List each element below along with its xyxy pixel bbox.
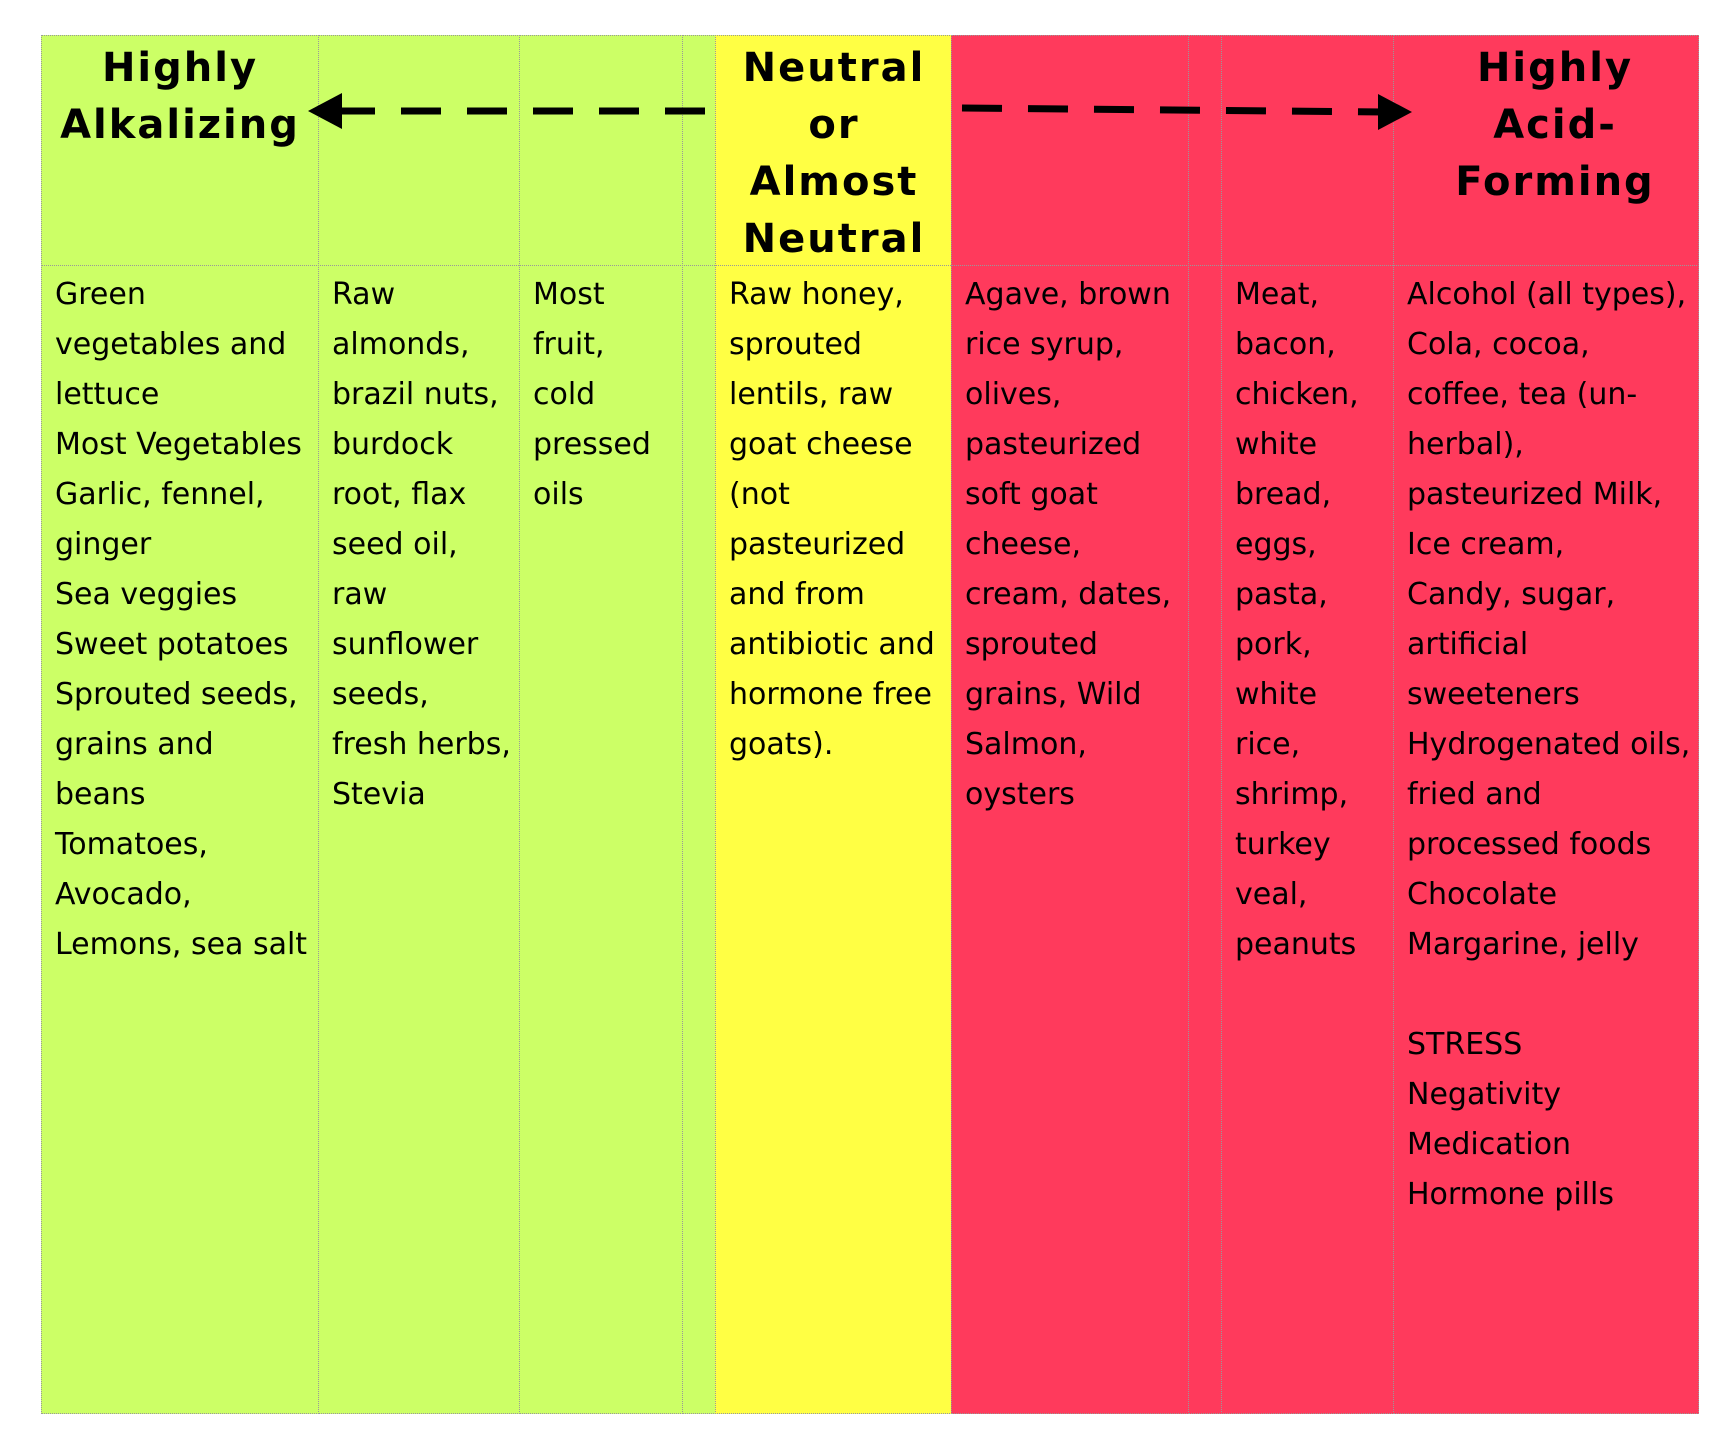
food-item: Negativity	[1407, 1077, 1562, 1112]
food-item: Medication	[1407, 1127, 1572, 1162]
column-cell: Green vegetables and lettuce Most Vegetab…	[41, 270, 318, 970]
column-cell: Meat, bacon, chicken, white bread, eggs,…	[1221, 270, 1393, 970]
food-item: Alcohol (all types), Cola, cocoa, coffee…	[1407, 277, 1687, 512]
food-item: Sweet potatoes	[55, 627, 289, 662]
column-cell: Most fruit, cold pressed oils	[519, 270, 682, 520]
food-item: Most Vegetables	[55, 427, 302, 462]
column-bg	[519, 35, 683, 1414]
header-left: Highly Alkalizing	[60, 45, 300, 148]
food-item: Margarine, jelly	[1407, 927, 1639, 962]
column-bg	[1393, 35, 1699, 1414]
food-item: Sea veggies	[55, 577, 238, 612]
food-item: Ice cream,	[1407, 527, 1565, 562]
column-bg	[1221, 35, 1394, 1414]
column-cell: Alcohol (all types), Cola, cocoa, coffee…	[1393, 270, 1699, 1220]
arrowhead-right	[1378, 94, 1412, 130]
header-divider	[41, 265, 1699, 266]
arrowhead-left	[308, 93, 342, 129]
header-center: Neutral or Almost Neutral	[742, 45, 926, 262]
food-item: Meat, bacon, chicken, white bread, eggs,…	[1235, 277, 1359, 962]
food-item: Chocolate	[1407, 877, 1558, 912]
food-item: Candy, sugar, artificial sweeteners	[1407, 577, 1616, 712]
food-item: Raw honey, sprouted lentils, raw goat ch…	[729, 277, 935, 762]
food-item: Most fruit, cold pressed oils	[533, 277, 651, 512]
column-bg	[41, 35, 319, 1414]
food-item: STRESS	[1407, 1027, 1523, 1062]
food-item: Green vegetables and lettuce	[55, 277, 287, 412]
food-item: Agave, brown rice syrup, olives, pasteur…	[965, 277, 1172, 812]
column-cell: Raw almonds, brazil nuts, burdock root, …	[318, 270, 519, 820]
column-bg	[318, 35, 520, 1414]
food-item: Garlic, fennel, ginger	[55, 477, 265, 562]
food-item: Hormone pills	[1407, 1177, 1614, 1212]
food-item: Sprouted seeds, grains and beans	[55, 677, 298, 812]
arrow-right	[961, 104, 1386, 116]
column-cell: Raw honey, sprouted lentils, raw goat ch…	[715, 270, 951, 770]
header-right: Highly Acid-Forming	[1455, 45, 1655, 205]
column-cell: Agave, brown rice syrup, olives, pasteur…	[951, 270, 1188, 820]
column-bg	[951, 35, 1189, 1414]
food-item: Tomatoes, Avocado, Lemons, sea salt	[55, 827, 308, 962]
food-item: Raw almonds, brazil nuts, burdock root, …	[332, 277, 511, 812]
column-bg	[1188, 35, 1222, 1414]
food-item: Hydrogenated oils, fried and processed f…	[1407, 727, 1691, 862]
column-bg	[715, 35, 952, 1414]
